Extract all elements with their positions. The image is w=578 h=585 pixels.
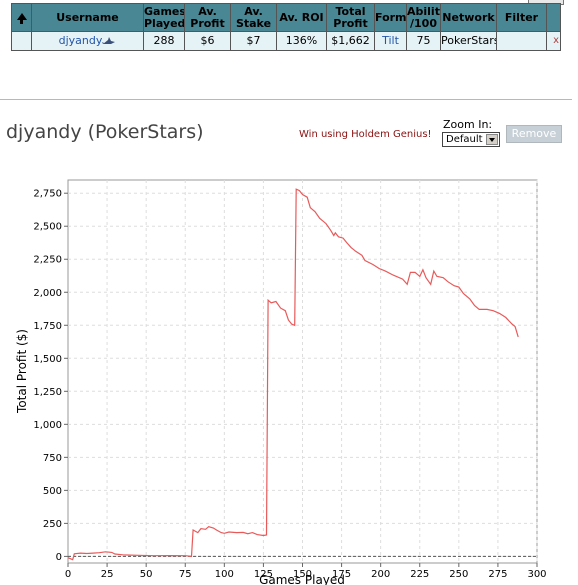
y-tick-label: 1,750	[33, 321, 62, 332]
x-tick-label: 250	[449, 569, 468, 580]
holdem-genius-promo-link[interactable]: Win using Holdem Genius!	[299, 129, 432, 140]
x-axis-label: Games Played	[259, 573, 345, 585]
y-axis-label: Total Profit ($)	[15, 329, 29, 414]
x-tick-label: 275	[488, 569, 507, 580]
header-games-played-line2: Played	[144, 16, 185, 30]
x-tick-label: 300	[527, 569, 546, 580]
shark-icon	[102, 36, 116, 44]
form-cell[interactable]: Tilt	[374, 31, 407, 51]
x-tick-label: 0	[65, 569, 71, 580]
y-tick-label: 250	[43, 519, 62, 530]
zoom-selected-value: Default	[446, 134, 483, 145]
header-total-profit-line1: Total	[335, 4, 366, 18]
header-av-profit-line2: Profit	[190, 16, 225, 30]
ability-cell: 75	[406, 31, 441, 51]
y-tick-label: 2,500	[33, 222, 62, 233]
profit-series-line	[67, 188, 519, 561]
player-title: djyandy (PokerStars)	[6, 121, 204, 143]
header-av-stake-line2: Stake	[235, 16, 272, 30]
y-tick-label: 0	[56, 552, 62, 563]
username-cell[interactable]: djyandy	[31, 31, 144, 51]
x-tick-label: 125	[254, 569, 273, 580]
profit-chart: 0 25 50 75 100 125 150 175 200 225 250 275 300 0 250 50…	[15, 179, 547, 585]
chart-ticks: 0 25 50 75 100 125 150 175 200 225 250 275 300 0 250 50…	[33, 189, 546, 580]
header-games-played[interactable]: Games Played	[143, 3, 185, 32]
table-header-row: Username Games Played Av. Profit Av. Stake …	[11, 3, 561, 32]
y-tick-label: 1,250	[33, 387, 62, 398]
y-tick-label: 2,750	[33, 189, 62, 200]
y-tick-label: 750	[43, 453, 62, 464]
header-total-profit-line2: Profit	[333, 16, 368, 30]
x-tick-label: 175	[332, 569, 351, 580]
games-played-cell: 288	[143, 31, 185, 51]
filter-cell[interactable]	[496, 31, 547, 51]
x-tick-label: 75	[179, 569, 192, 580]
header-filter[interactable]: Filter	[496, 3, 547, 32]
row-spacer-cell	[11, 31, 32, 51]
total-profit-cell: $1,662	[326, 31, 375, 51]
av-stake-cell: $7	[230, 31, 277, 51]
x-tick-label: 100	[215, 569, 234, 580]
chart-grid	[68, 180, 538, 563]
y-tick-label: 2,000	[33, 288, 62, 299]
sort-column[interactable]	[11, 3, 32, 32]
x-tick-label: 225	[410, 569, 429, 580]
x-tick-label: 200	[371, 569, 390, 580]
header-ability-line1: Ability	[407, 4, 440, 18]
y-tick-label: 1,000	[33, 420, 62, 431]
y-tick-label: 1,500	[33, 354, 62, 365]
section-divider	[0, 99, 572, 100]
x-tick-label: 25	[101, 569, 114, 580]
remove-row-x[interactable]: x	[546, 31, 561, 51]
y-tick-label: 2,250	[33, 255, 62, 266]
table-row: djyandy 288 $6 $7 136% $1,662 Tilt 75 Po…	[11, 31, 561, 51]
av-roi-cell: 136%	[276, 31, 327, 51]
x-tick-label: 50	[140, 569, 153, 580]
header-av-profit[interactable]: Av. Profit	[184, 3, 231, 32]
sort-up-arrow-icon[interactable]	[16, 12, 27, 24]
form-link[interactable]: Tilt	[382, 34, 399, 47]
chevron-down-icon[interactable]	[486, 134, 498, 145]
header-network[interactable]: Network	[440, 3, 497, 32]
header-ability[interactable]: Ability/100	[406, 3, 441, 32]
header-games-played-line1: Games	[144, 4, 185, 18]
header-form[interactable]: Form	[374, 3, 407, 32]
header-username[interactable]: Username	[31, 3, 144, 32]
network-cell: PokerStars	[440, 31, 497, 51]
header-av-roi[interactable]: Av. ROI	[276, 3, 327, 32]
y-tick-label: 500	[43, 486, 62, 497]
header-remove	[546, 3, 561, 32]
zoom-label: Zoom In:	[443, 118, 493, 131]
header-av-stake-line1: Av.	[244, 4, 263, 18]
header-av-profit-line1: Av.	[198, 4, 217, 18]
header-av-stake[interactable]: Av. Stake	[230, 3, 277, 32]
x-tick-label: 150	[293, 569, 312, 580]
zoom-select[interactable]: Default	[442, 132, 500, 147]
av-profit-cell: $6	[184, 31, 231, 51]
remove-button[interactable]: Remove	[506, 125, 562, 143]
header-total-profit[interactable]: Total Profit	[326, 3, 375, 32]
username-link[interactable]: djyandy	[58, 34, 103, 47]
header-ability-line2: /100	[410, 16, 437, 30]
player-stats-table: Username Games Played Av. Profit Av. Stake …	[11, 3, 561, 51]
